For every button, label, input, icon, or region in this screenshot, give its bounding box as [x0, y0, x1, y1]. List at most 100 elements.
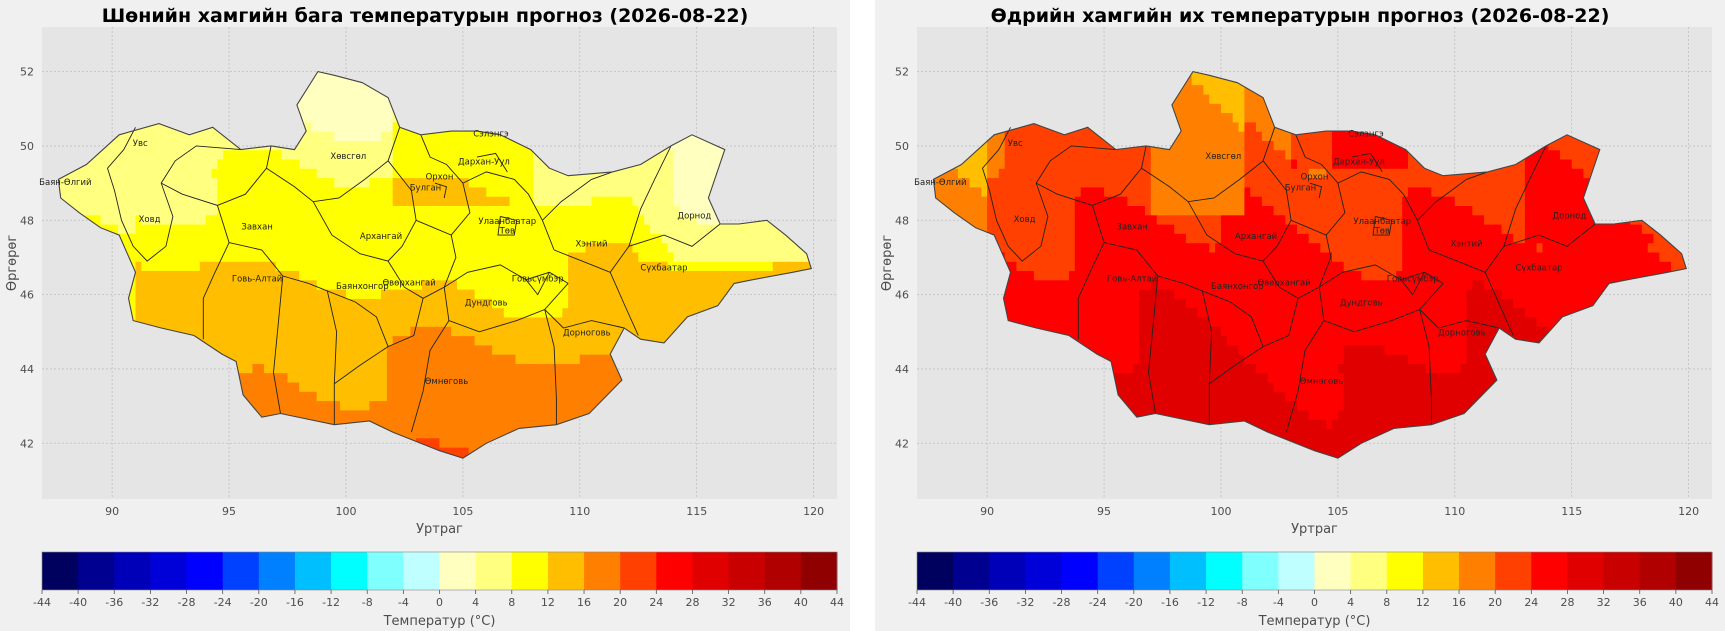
- x-tick-label: 100: [1210, 505, 1231, 518]
- province-label: Төв: [499, 226, 515, 236]
- x-tick-label: 95: [222, 505, 236, 518]
- province-label: Баян-Өлгий: [914, 178, 966, 188]
- colorbar-swatch: [78, 552, 115, 590]
- colorbar-tick-label: -32: [1016, 596, 1034, 609]
- colorbar-swatch: [331, 552, 368, 590]
- colorbar-tick-label: 32: [1597, 596, 1611, 609]
- colorbar-swatch: [475, 552, 513, 590]
- y-tick-label: 42: [895, 437, 909, 450]
- colorbar-swatch: [953, 552, 990, 590]
- province-label: Сүхбаатар: [640, 263, 687, 273]
- colorbar-tick-label: -24: [1089, 596, 1107, 609]
- colorbar-tick-label: -24: [214, 596, 232, 609]
- colorbar-swatch: [1422, 552, 1460, 590]
- x-tick-label: 110: [1444, 505, 1465, 518]
- colorbar-tick-label: 20: [1488, 596, 1502, 609]
- province-label: Баян-Өлгий: [39, 178, 91, 188]
- province-label: Булган: [1285, 184, 1317, 194]
- province-label: Улаанбаатар: [1353, 217, 1411, 227]
- country-outline: [932, 70, 1688, 459]
- province-label: Сэлэнгэ: [1348, 130, 1384, 140]
- province-label: Сүхбаатар: [1515, 263, 1562, 273]
- colorbar-swatch: [258, 552, 296, 590]
- colorbar-swatch: [917, 552, 954, 590]
- colorbar-tick-label: 36: [1633, 596, 1647, 609]
- colorbar-tick-label: 4: [472, 596, 479, 609]
- colorbar-tick-label: -28: [178, 596, 196, 609]
- province-label: Өвөрхангай: [382, 278, 435, 288]
- colorbar-tick-label: -8: [1237, 596, 1248, 609]
- province-label: Өмнөговь: [1300, 377, 1344, 387]
- y-tick-label: 52: [895, 66, 909, 79]
- colorbar-swatch: [1531, 552, 1568, 590]
- colorbar-swatch: [1025, 552, 1063, 590]
- max-temp-panel: Өдрийн хамгийн их температурын прогноз (…: [875, 0, 1725, 631]
- province-label: Төв: [1374, 226, 1390, 236]
- colorbar-swatch: [294, 552, 332, 590]
- colorbar-tick-label: -32: [141, 596, 159, 609]
- colorbar-tick-label: 44: [1705, 596, 1719, 609]
- colorbar-tick-label: 20: [613, 596, 627, 609]
- province-label: Завхан: [1116, 223, 1147, 233]
- colorbar-swatch: [620, 552, 657, 590]
- colorbar-tick-label: 8: [1383, 596, 1390, 609]
- colorbar-swatch: [692, 552, 730, 590]
- province-label: Орхон: [426, 172, 454, 182]
- colorbar-swatch: [186, 552, 224, 590]
- colorbar-swatch: [1097, 552, 1135, 590]
- colorbar-swatch: [547, 552, 585, 590]
- province-label: Өмнөговь: [425, 377, 469, 387]
- colorbar: -44 -40 -36 -32 -28 -24 -20 -16 -12 -8 -4 0 4 8 12 16 20…: [33, 551, 844, 629]
- y-tick-label: 50: [20, 140, 34, 153]
- colorbar-tick-label: 16: [1452, 596, 1466, 609]
- y-axis-label: Өргөрөг: [880, 235, 895, 291]
- province-label: Увс: [133, 139, 148, 149]
- colorbar-tick-label: 24: [1524, 596, 1538, 609]
- x-tick-label: 120: [803, 505, 824, 518]
- y-tick-label: 48: [895, 214, 909, 227]
- colorbar: -44 -40 -36 -32 -28 -24 -20 -16 -12 -8 -4 0 4 8 12 16 20…: [908, 551, 1719, 629]
- x-axis-label: Уртраг: [416, 522, 463, 537]
- colorbar-swatch: [656, 552, 693, 590]
- colorbar-tick-label: -16: [1161, 596, 1179, 609]
- x-tick-label: 90: [105, 505, 119, 518]
- y-tick-label: 46: [20, 289, 34, 302]
- min-temp-map: Шөнийн хамгийн бага температурын прогноз…: [5, 5, 844, 629]
- colorbar-swatch: [1169, 552, 1207, 590]
- colorbar-swatch: [150, 552, 188, 590]
- colorbar-tick-label: 0: [436, 596, 443, 609]
- y-axis-label: Өргөрөг: [5, 235, 20, 291]
- x-tick-label: 110: [569, 505, 590, 518]
- colorbar-swatch: [1675, 552, 1713, 590]
- y-tick-label: 52: [20, 66, 34, 79]
- province-boundaries: [981, 127, 1596, 433]
- colorbar-swatch: [1061, 552, 1099, 590]
- y-tick-label: 42: [20, 437, 34, 450]
- province-label: Хөвсгөл: [1205, 152, 1241, 162]
- colorbar-swatch: [584, 552, 621, 590]
- colorbar-swatch: [1603, 552, 1641, 590]
- province-label: Говь-Алтай: [1107, 275, 1157, 285]
- colorbar-tick-label: -28: [1053, 596, 1071, 609]
- colorbar-swatch: [1639, 552, 1677, 590]
- province-label: Завхан: [241, 223, 272, 233]
- colorbar-swatch: [1206, 552, 1243, 590]
- chart-title: Шөнийн хамгийн бага температурын прогноз…: [102, 5, 749, 27]
- colorbar-tick-label: -8: [362, 596, 373, 609]
- province-label: Архангай: [360, 232, 402, 242]
- province-label: Ховд: [139, 215, 161, 225]
- colorbar-swatch: [114, 552, 151, 590]
- colorbar-swatch: [728, 552, 766, 590]
- colorbar-tick-label: -36: [980, 596, 998, 609]
- colorbar-label: Температур (°C): [383, 614, 496, 629]
- colorbar-tick-label: 32: [722, 596, 736, 609]
- province-label: Дархан-Уул: [1333, 158, 1385, 168]
- province-label: Хэнтий: [1450, 239, 1482, 249]
- colorbar-tick-label: -12: [1197, 596, 1215, 609]
- y-tick-label: 50: [895, 140, 909, 153]
- colorbar-swatch: [1386, 552, 1424, 590]
- province-label: Баянхонгор: [1211, 282, 1264, 292]
- x-tick-label: 120: [1678, 505, 1699, 518]
- colorbar-swatch: [989, 552, 1026, 590]
- colorbar-swatch: [222, 552, 260, 590]
